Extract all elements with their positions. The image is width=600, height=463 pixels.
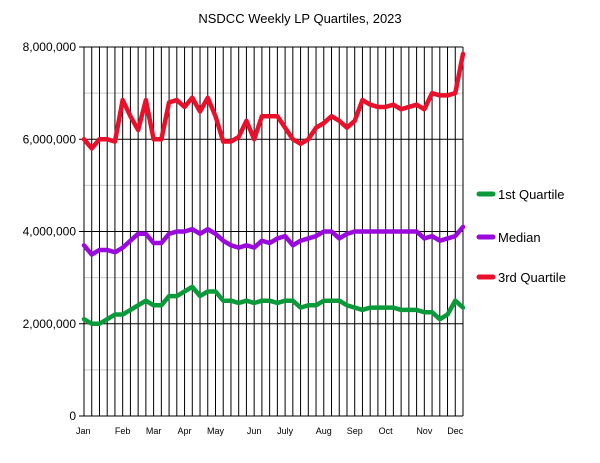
y-tick-label: 6,000,000: [23, 132, 77, 146]
y-tick-label: 0: [69, 409, 76, 423]
x-tick-label: Sep: [347, 426, 363, 436]
x-tick-label: July: [277, 426, 294, 436]
grid: [79, 46, 464, 417]
y-tick-label: 4,000,000: [23, 225, 77, 239]
x-tick-label: May: [207, 426, 225, 436]
x-tick-label: Mar: [146, 426, 162, 436]
x-axis-ticks: Jan Feb Mar Apr May Jun July Aug Sep Oct Nov Dec: [76, 426, 464, 436]
legend-label: 1st Quartile: [498, 187, 564, 202]
legend-label: Median: [498, 230, 541, 245]
legend: 1st Quartile Median 3rd Quartile: [476, 187, 566, 285]
y-tick-label: 8,000,000: [23, 40, 77, 54]
series-line-median: [81, 224, 466, 257]
x-tick-label: Dec: [447, 426, 464, 436]
chart-title: NSDCC Weekly LP Quartiles, 2023: [198, 11, 401, 26]
x-tick-label: Oct: [379, 426, 394, 436]
y-axis-ticks: 0 2,000,000 4,000,000 6,000,000 8,000,000: [23, 40, 77, 423]
y-tick-label: 2,000,000: [23, 317, 77, 331]
x-tick-label: Aug: [316, 426, 332, 436]
x-tick-label: Jan: [76, 426, 91, 436]
x-tick-label: Apr: [178, 426, 192, 436]
x-tick-label: Nov: [416, 426, 433, 436]
series-line-1st-quartile: [81, 284, 466, 326]
x-tick-label: Jun: [247, 426, 262, 436]
x-tick-label: Feb: [115, 426, 131, 436]
series-line-3rd-quartile: [81, 51, 466, 151]
legend-label: 3rd Quartile: [498, 270, 566, 285]
series-lines: [81, 51, 466, 326]
